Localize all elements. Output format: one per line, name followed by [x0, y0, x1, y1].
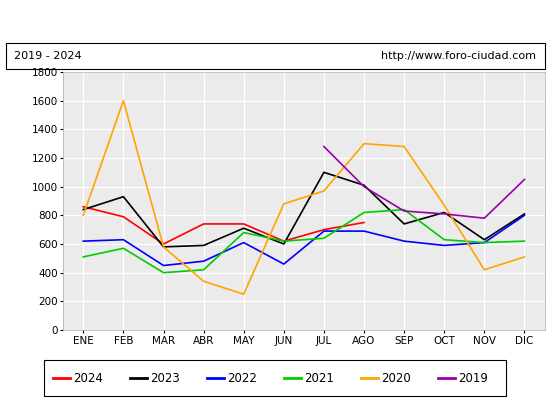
Text: 2020: 2020 [381, 372, 411, 384]
Text: 2021: 2021 [304, 372, 334, 384]
Text: 2019: 2019 [458, 372, 488, 384]
Text: 2019 - 2024: 2019 - 2024 [14, 51, 81, 61]
FancyBboxPatch shape [6, 43, 544, 68]
Text: http://www.foro-ciudad.com: http://www.foro-ciudad.com [381, 51, 536, 61]
Text: 2022: 2022 [227, 372, 257, 384]
Text: Evolucion Nº Turistas Nacionales en el municipio de El Campillo: Evolucion Nº Turistas Nacionales en el m… [55, 14, 495, 28]
FancyBboxPatch shape [44, 360, 506, 396]
Text: 2024: 2024 [73, 372, 103, 384]
Text: 2023: 2023 [150, 372, 180, 384]
